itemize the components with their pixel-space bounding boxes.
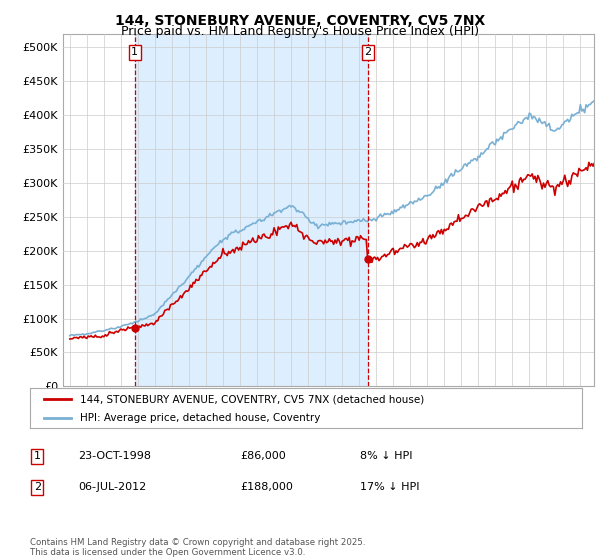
- Text: £86,000: £86,000: [240, 451, 286, 461]
- Text: £188,000: £188,000: [240, 482, 293, 492]
- Text: 1: 1: [34, 451, 41, 461]
- Text: 8% ↓ HPI: 8% ↓ HPI: [360, 451, 413, 461]
- Text: Price paid vs. HM Land Registry's House Price Index (HPI): Price paid vs. HM Land Registry's House …: [121, 25, 479, 38]
- Text: 2: 2: [34, 482, 41, 492]
- Text: 2: 2: [364, 47, 371, 57]
- Text: 144, STONEBURY AVENUE, COVENTRY, CV5 7NX (detached house): 144, STONEBURY AVENUE, COVENTRY, CV5 7NX…: [80, 394, 424, 404]
- Text: HPI: Average price, detached house, Coventry: HPI: Average price, detached house, Cove…: [80, 413, 320, 423]
- Text: 06-JUL-2012: 06-JUL-2012: [78, 482, 146, 492]
- Text: 23-OCT-1998: 23-OCT-1998: [78, 451, 151, 461]
- Text: 17% ↓ HPI: 17% ↓ HPI: [360, 482, 419, 492]
- Bar: [134, 34, 368, 386]
- Text: 144, STONEBURY AVENUE, COVENTRY, CV5 7NX: 144, STONEBURY AVENUE, COVENTRY, CV5 7NX: [115, 14, 485, 28]
- Text: Contains HM Land Registry data © Crown copyright and database right 2025.
This d: Contains HM Land Registry data © Crown c…: [30, 538, 365, 557]
- Text: 1: 1: [131, 47, 138, 57]
